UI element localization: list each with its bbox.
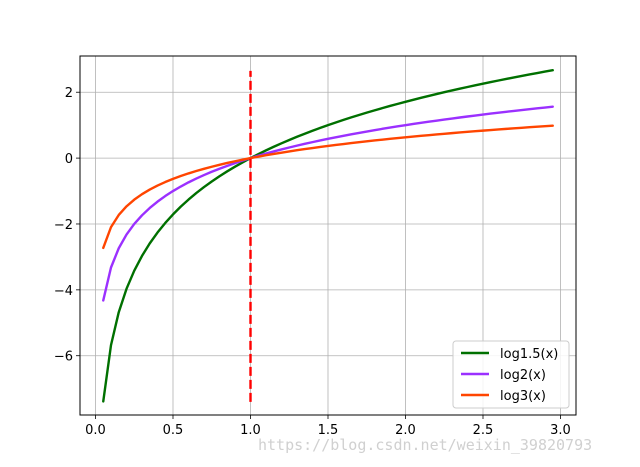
x-tick-label: 0.0 bbox=[85, 423, 106, 438]
legend-label: log2(x) bbox=[500, 368, 546, 383]
x-tick-label: 2.5 bbox=[473, 423, 494, 438]
legend-box bbox=[452, 340, 570, 409]
series-lines bbox=[102, 69, 554, 403]
legend-label: log1.5(x) bbox=[500, 347, 558, 362]
x-tick-label: 3.0 bbox=[550, 423, 571, 438]
y-tick-label: 2 bbox=[65, 86, 73, 101]
y-tick-label: −6 bbox=[54, 350, 73, 365]
axis-ticks: 0.0 0.5 1.0 1.5 2.0 2.5 3.0 −6 −4 −2 0 2 bbox=[54, 86, 571, 438]
y-tick-label: 0 bbox=[65, 152, 73, 167]
grid bbox=[80, 56, 576, 415]
series-line bbox=[102, 105, 554, 302]
x-tick-label: 2.0 bbox=[395, 423, 416, 438]
y-tick-label: −4 bbox=[54, 284, 73, 299]
watermark: https://blog.csdn.net/weixin_39820793 bbox=[258, 436, 593, 454]
x-tick-label: 0.5 bbox=[163, 423, 184, 438]
y-tick-label: −2 bbox=[54, 218, 73, 233]
series-line bbox=[102, 69, 554, 403]
legend: log1.5(x) log2(x) log3(x) bbox=[452, 340, 570, 409]
legend-label: log3(x) bbox=[500, 389, 546, 404]
series-line bbox=[102, 124, 554, 250]
x-tick-label: 1.5 bbox=[318, 423, 339, 438]
x-tick-label: 1.0 bbox=[240, 423, 261, 438]
